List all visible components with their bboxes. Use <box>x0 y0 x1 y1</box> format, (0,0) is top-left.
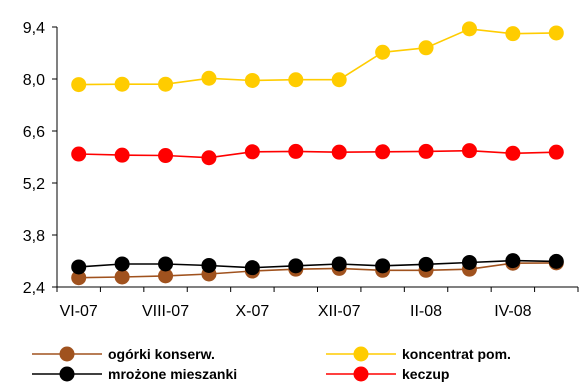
series-layer <box>71 21 564 286</box>
y-tick-label: 2,4 <box>23 280 45 297</box>
data-point <box>201 257 217 273</box>
legend-dot <box>353 346 369 362</box>
data-point <box>288 258 304 274</box>
chart: 2,4 3,8 5,2 6,6 8,0 9,4 VI-07 VIII-07 X-07 XII-07… <box>23 20 579 320</box>
data-point <box>548 25 564 41</box>
tick-labels: 2,4 3,8 5,2 6,6 8,0 9,4 VI-07 VIII-07 X-07 XII-07… <box>23 20 532 320</box>
data-point <box>375 258 391 274</box>
data-point <box>505 253 521 269</box>
data-point <box>244 144 260 160</box>
x-tick-label: VI-07 <box>60 303 98 320</box>
axes <box>52 26 579 292</box>
data-point <box>201 150 217 166</box>
data-point <box>114 76 130 92</box>
data-point <box>548 144 564 160</box>
legend-dot <box>59 346 75 362</box>
data-point <box>71 270 87 286</box>
data-point <box>418 143 434 159</box>
legend-label-mrozone: mrożone mieszanki <box>108 366 238 382</box>
series-0 <box>71 255 564 286</box>
legend-label-koncentrat: koncentrat pom. <box>402 346 511 362</box>
legend-dot <box>59 366 75 382</box>
data-point <box>418 256 434 272</box>
data-point <box>505 26 521 42</box>
data-point <box>158 268 174 284</box>
legend-item-ogorki: ogórki konserw. <box>32 344 215 364</box>
legend-marker-mrozone <box>32 366 102 382</box>
legend: ogórki konserw. koncentrat pom. mrożone … <box>0 333 582 385</box>
legend-label-keczup: keczup <box>402 366 450 382</box>
data-point <box>244 260 260 276</box>
series-1 <box>71 21 564 93</box>
data-point <box>375 144 391 160</box>
data-point <box>71 259 87 275</box>
legend-item-mrozone: mrożone mieszanki <box>32 364 237 384</box>
data-point <box>418 40 434 56</box>
legend-label-ogorki: ogórki konserw. <box>108 346 215 362</box>
legend-marker-keczup <box>326 366 396 382</box>
series-2 <box>71 253 564 276</box>
data-point <box>114 147 130 163</box>
legend-item-keczup: keczup <box>326 364 449 384</box>
data-point <box>114 256 130 272</box>
x-tick-label: VIII-07 <box>142 303 189 320</box>
data-point <box>331 256 347 272</box>
data-point <box>158 76 174 92</box>
legend-item-koncentrat: koncentrat pom. <box>326 344 511 364</box>
data-point <box>71 146 87 162</box>
x-tick-label: IV-08 <box>494 303 531 320</box>
data-point <box>331 72 347 88</box>
data-point <box>288 72 304 88</box>
data-point <box>158 256 174 272</box>
data-point <box>158 148 174 164</box>
data-point <box>288 143 304 159</box>
data-point <box>461 21 477 37</box>
series-3 <box>71 143 564 166</box>
y-tick-label: 3,8 <box>23 228 45 245</box>
x-tick-label: XII-07 <box>318 303 361 320</box>
data-point <box>461 143 477 159</box>
legend-dot <box>353 366 369 382</box>
data-point <box>505 145 521 161</box>
data-point <box>461 254 477 270</box>
data-point <box>375 44 391 60</box>
y-tick-label: 6,6 <box>23 124 45 141</box>
data-point <box>71 77 87 93</box>
x-tick-label: X-07 <box>235 303 269 320</box>
x-tick-label: II-08 <box>410 303 442 320</box>
data-point <box>548 253 564 269</box>
series-line <box>78 28 557 86</box>
data-point <box>114 269 130 285</box>
y-tick-label: 9,4 <box>23 20 45 37</box>
series-line <box>78 149 557 159</box>
legend-marker-ogorki <box>32 346 102 362</box>
legend-marker-koncentrat <box>326 346 396 362</box>
y-tick-label: 8,0 <box>23 72 45 89</box>
data-point <box>201 70 217 86</box>
data-point <box>244 72 260 88</box>
data-point <box>331 144 347 160</box>
y-tick-label: 5,2 <box>23 176 45 193</box>
